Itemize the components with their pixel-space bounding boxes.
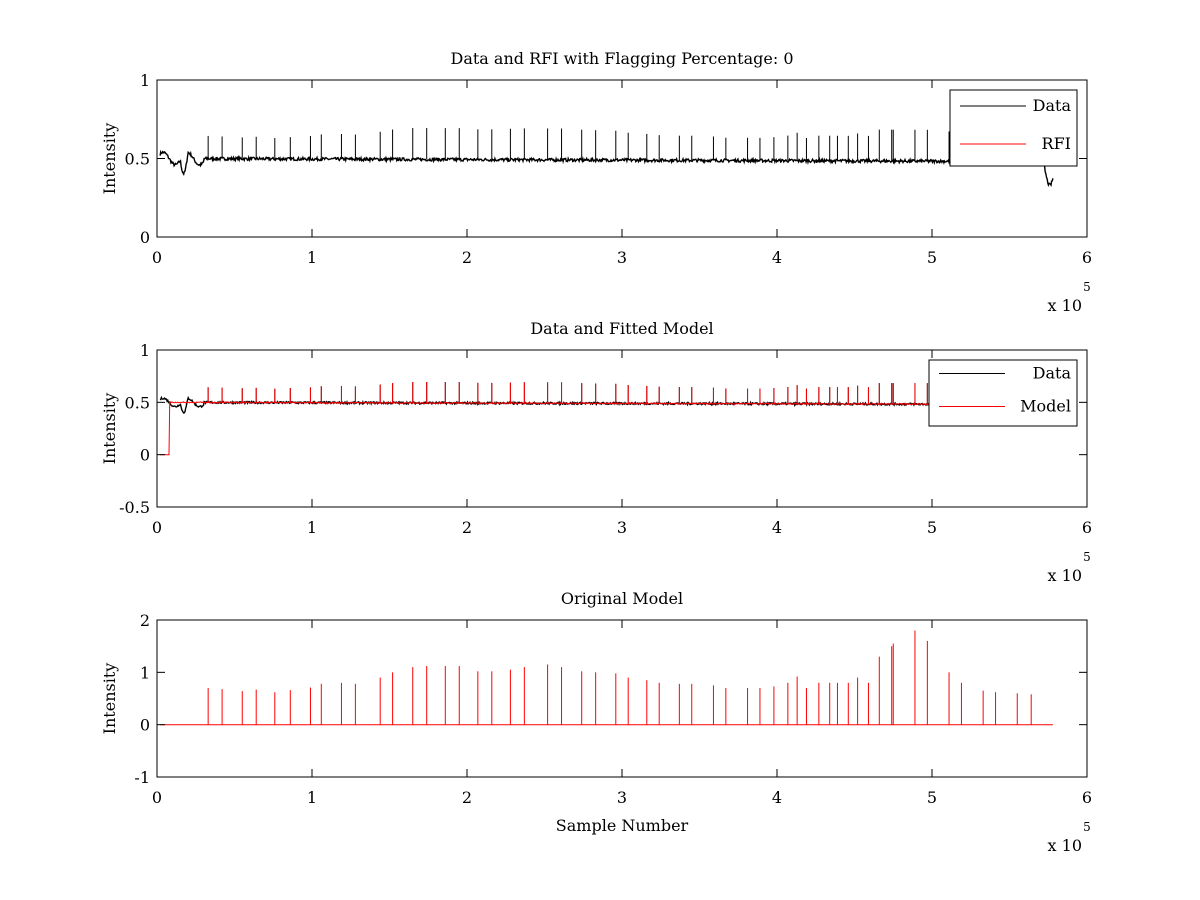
x-tick-label: 4 (772, 788, 782, 807)
x-tick-label: 2 (462, 248, 472, 267)
x-tick-label: 1 (307, 788, 317, 807)
x-tick-label: 5 (927, 248, 937, 267)
y-tick-label: 0 (140, 446, 150, 465)
x-multiplier-exponent: 5 (1083, 820, 1091, 834)
y-tick-label: 0 (140, 716, 150, 735)
legend-box (949, 89, 1078, 167)
legend-box (928, 359, 1078, 427)
series-group (160, 630, 1053, 726)
x-tick-label: 1 (307, 518, 317, 537)
x-tick-label: 0 (152, 248, 162, 267)
axes-3 (156, 619, 1088, 778)
x-multiplier-base: x 10 (1048, 836, 1082, 855)
legend-label: Data (1033, 364, 1072, 383)
x-axis-label: Sample Number (556, 816, 689, 835)
x-multiplier-base: x 10 (1048, 566, 1082, 585)
x-tick-label: 0 (152, 518, 162, 537)
x-tick-label: 4 (772, 518, 782, 537)
axes-2 (156, 349, 1088, 508)
legend-label: Data (1033, 96, 1072, 115)
y-tick-label: 0 (140, 228, 150, 247)
x-tick-label: 2 (462, 518, 472, 537)
x-multiplier-exponent: 5 (1083, 280, 1091, 294)
y-tick-label: 0.5 (125, 393, 150, 412)
y-tick-label: 1 (140, 663, 150, 682)
legend-label: Model (1020, 397, 1071, 416)
y-axis-label: Intensity (100, 123, 119, 195)
axes-1 (156, 79, 1088, 238)
legend-label: RFI (1042, 134, 1071, 153)
y-tick-label: -0.5 (119, 498, 150, 517)
x-tick-label: 5 (927, 788, 937, 807)
y-axis-label: Intensity (100, 663, 119, 735)
x-tick-label: 3 (617, 518, 627, 537)
y-tick-label: 1 (140, 71, 150, 90)
chart-title: Data and RFI with Flagging Percentage: 0 (450, 49, 793, 68)
x-tick-label: 6 (1082, 518, 1092, 537)
chart-title: Original Model (561, 589, 683, 608)
x-tick-label: 6 (1082, 788, 1092, 807)
y-tick-label: 1 (140, 341, 150, 360)
y-tick-label: -1 (134, 768, 150, 787)
x-tick-label: 0 (152, 788, 162, 807)
y-tick-label: 2 (140, 611, 150, 630)
x-tick-label: 3 (617, 248, 627, 267)
x-tick-label: 5 (927, 518, 937, 537)
x-multiplier-exponent: 5 (1083, 550, 1091, 564)
x-multiplier-base: x 10 (1048, 296, 1082, 315)
x-tick-label: 2 (462, 788, 472, 807)
y-tick-label: 0.5 (125, 150, 150, 169)
series-line-model (160, 400, 1054, 456)
x-tick-label: 1 (307, 248, 317, 267)
chart-title: Data and Fitted Model (530, 319, 713, 338)
x-tick-label: 4 (772, 248, 782, 267)
plot-area (157, 620, 1087, 777)
y-axis-label: Intensity (100, 393, 119, 465)
x-tick-label: 6 (1082, 248, 1092, 267)
series-line-data (159, 149, 1054, 188)
x-tick-label: 3 (617, 788, 627, 807)
